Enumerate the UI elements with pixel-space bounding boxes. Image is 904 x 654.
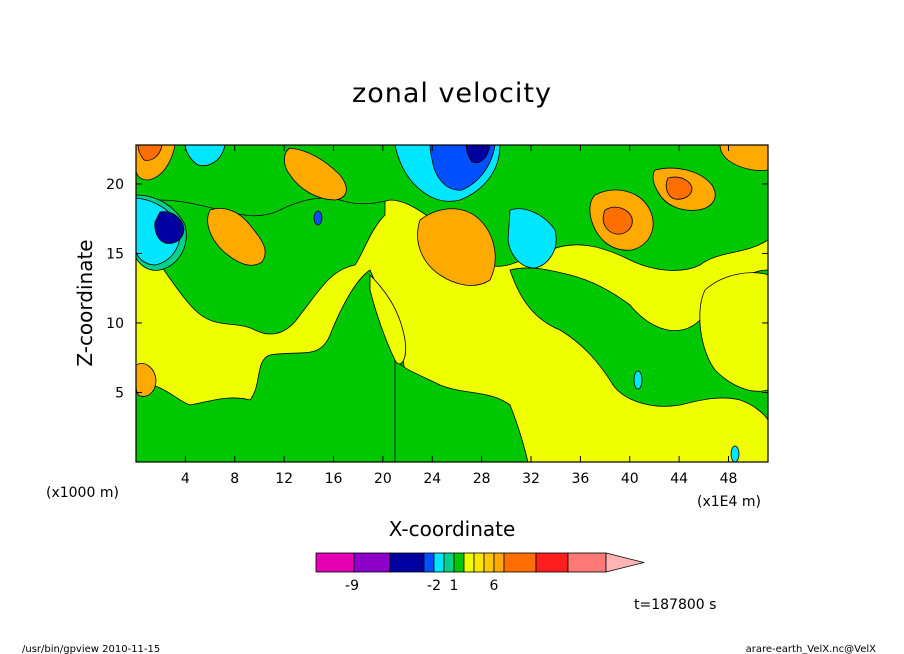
chart-title: zonal velocity	[352, 78, 552, 109]
x-tick-label: 28	[473, 471, 491, 487]
x-tick-label: 40	[621, 471, 639, 487]
contour-darkorange-right2	[665, 176, 693, 200]
y-tick-label: 20	[106, 177, 124, 193]
contour-darkorange-right	[602, 206, 633, 235]
colorbar	[315, 552, 645, 573]
colorbar-bin	[567, 552, 607, 573]
colorbar-tick-labels: -9 -2 1 6	[345, 578, 499, 594]
colorbar-bin	[389, 552, 425, 573]
colorbar-bin	[473, 552, 485, 573]
contour-orange-left-upper	[207, 208, 266, 266]
colorbar-bin	[493, 552, 505, 573]
contour-orange-center	[417, 208, 496, 286]
time-label: t=187800 s	[634, 597, 716, 613]
contour-blue-left	[154, 211, 185, 244]
colorbar-tick-label: 1	[450, 578, 459, 594]
x-tick-label: 32	[522, 471, 540, 487]
x-tick-label: 4	[181, 471, 190, 487]
colorbar-bin	[423, 552, 435, 573]
contour-cyan-dot-right	[633, 370, 643, 390]
colorbar-bin	[483, 552, 495, 573]
x-axis: 4 8 12 16 20 24 28 32 36 40 44 48	[181, 145, 738, 487]
y-tick-label: 10	[106, 316, 124, 332]
colorbar-tick-label: 6	[490, 578, 499, 594]
x-unit-label: (x1E4 m)	[697, 494, 761, 510]
colorbar-bin	[353, 552, 391, 573]
colorbar-bin	[315, 552, 355, 573]
y-tick-label: 5	[115, 385, 124, 401]
contour-yellow-island-right	[699, 272, 768, 392]
y-unit-label: (x1000 m)	[46, 485, 119, 501]
x-tick-label: 12	[275, 471, 293, 487]
contour-orange-top-left2	[283, 147, 347, 201]
colorbar-bin	[433, 552, 445, 573]
contour-cyan-dot-bottom	[730, 445, 740, 462]
contour-yellow-island-center	[369, 274, 407, 365]
x-tick-label: 24	[423, 471, 441, 487]
y-tick-label: 15	[106, 246, 124, 262]
footer-left: /usr/bin/gpview 2010-11-15	[22, 644, 160, 654]
x-tick-label: 8	[230, 471, 239, 487]
contour-darkorange-top-left	[137, 145, 163, 161]
colorbar-tick-label: -2	[427, 578, 441, 594]
footer-right: arare-earth_VelX.nc@VelX	[746, 644, 877, 654]
contour-orange-right3	[719, 145, 768, 171]
colorbar-bin	[453, 552, 465, 573]
contour-green-right	[509, 267, 768, 421]
contour-blue-dot-left	[313, 210, 323, 226]
x-tick-label: 36	[571, 471, 589, 487]
colorbar-bin	[443, 552, 455, 573]
x-tick-label: 48	[720, 471, 738, 487]
plot-frame	[135, 144, 769, 463]
y-axis-label: Z-coordinate	[73, 239, 97, 366]
x-axis-label: X-coordinate	[389, 517, 516, 541]
contour-cyan-right-mid	[507, 208, 557, 269]
colorbar-bin	[503, 552, 537, 573]
x-tick-label: 20	[374, 471, 392, 487]
contour-green-center	[394, 359, 529, 462]
contour-field	[136, 145, 768, 462]
colorbar-bin	[535, 552, 569, 573]
colorbar-tick-label: -9	[345, 578, 359, 594]
contour-cyan-top-left	[184, 145, 226, 167]
x-tick-label: 44	[670, 471, 688, 487]
y-axis: 5 10 15 20	[106, 177, 768, 401]
colorbar-arrow	[605, 552, 645, 573]
contour-green-bottom-left	[136, 269, 420, 462]
contour-darkblue-top-center	[465, 145, 491, 164]
colorbar-bin	[463, 552, 475, 573]
x-tick-label: 16	[325, 471, 343, 487]
